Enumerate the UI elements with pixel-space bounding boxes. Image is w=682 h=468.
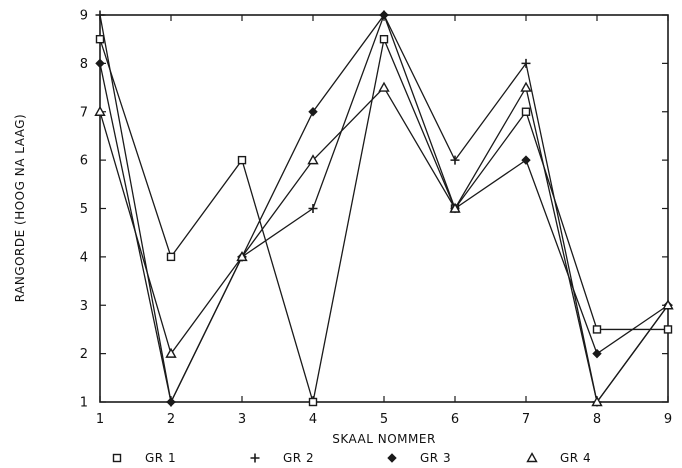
legend-label: GR 4 (560, 451, 591, 465)
x-tick-label: 4 (309, 412, 317, 427)
y-tick-label: 1 (80, 396, 88, 411)
legend-marker (112, 453, 122, 463)
data-point (95, 34, 105, 44)
data-point (592, 325, 602, 334)
series-line (99, 13, 669, 404)
series-4 (94, 81, 674, 407)
legend-marker (526, 452, 538, 463)
data-point (166, 397, 176, 407)
data-point (308, 204, 318, 213)
x-tick-label: 7 (522, 412, 530, 427)
y-axis-label: RANGORDE (HOOG NA LAAG) (13, 114, 27, 302)
y-tick-label: 2 (80, 347, 88, 362)
data-point (521, 107, 531, 116)
legend-label: GR 2 (283, 451, 314, 465)
plot-frame (99, 14, 669, 403)
data-point (165, 347, 177, 358)
series-layer (94, 10, 674, 407)
y-tick-label: 4 (80, 250, 88, 265)
legend-label: GR 3 (420, 451, 451, 465)
x-tick-label: 1 (96, 412, 104, 427)
data-point (237, 155, 247, 165)
data-point (95, 10, 105, 20)
data-point (379, 10, 389, 20)
x-tick-label: 3 (238, 412, 246, 427)
data-point (592, 348, 602, 359)
y-axis: 1 2 3 4 5 6 7 8 9 (80, 9, 668, 411)
data-point (521, 58, 531, 68)
legend-item-4: GR 4 (526, 451, 591, 465)
data-point (520, 81, 532, 92)
series-2 (95, 10, 673, 407)
y-tick-label: 3 (80, 299, 88, 314)
legend-marker (250, 453, 260, 463)
series-line (99, 36, 668, 403)
data-point (450, 155, 460, 165)
data-point (379, 34, 389, 44)
legend-marker (387, 453, 397, 463)
data-point (378, 81, 390, 92)
y-tick-label: 9 (80, 9, 88, 24)
legend-item-2: GR 2 (250, 451, 314, 465)
data-point (591, 396, 603, 407)
data-point (236, 250, 248, 262)
x-tick-label: 2 (167, 412, 175, 427)
data-point (662, 299, 674, 310)
data-point (663, 325, 673, 334)
y-tick-label: 5 (80, 202, 88, 217)
data-point (307, 154, 319, 165)
x-axis: 1 2 3 4 5 6 7 8 9 (96, 15, 672, 427)
data-point (166, 252, 176, 262)
x-tick-label: 8 (593, 412, 601, 427)
x-axis-label: SKAAL NOMMER (332, 432, 436, 446)
legend-item-1: GR 1 (112, 451, 176, 465)
x-tick-label: 9 (664, 412, 672, 427)
legend-item-3: GR 3 (387, 451, 451, 465)
data-point (521, 155, 531, 165)
data-point (308, 397, 318, 407)
y-tick-label: 8 (80, 57, 88, 72)
legend-label: GR 1 (145, 451, 176, 465)
y-tick-label: 6 (80, 154, 88, 169)
series-line (99, 85, 669, 404)
x-tick-label: 5 (380, 412, 388, 427)
x-tick-label: 6 (451, 412, 459, 427)
data-point (94, 105, 106, 116)
data-point (449, 202, 461, 213)
data-point (308, 107, 318, 117)
y-tick-label: 7 (80, 105, 88, 120)
legend: GR 1 GR 2 GR 3 GR 4 (112, 451, 591, 465)
data-point (95, 58, 105, 69)
series-line (99, 13, 669, 405)
